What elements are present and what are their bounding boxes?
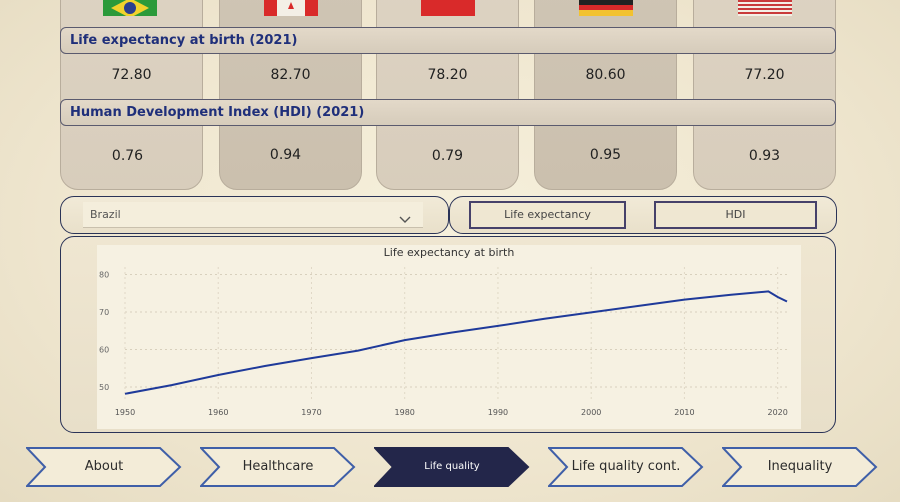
chart-title: Life expectancy at birth — [383, 246, 515, 259]
x-tick-label: 2000 — [581, 408, 601, 417]
y-tick-label: 60 — [99, 346, 109, 355]
nav-healthcare-label: Healthcare — [242, 459, 314, 474]
nav-inequality-label: Inequality — [767, 459, 833, 474]
hdi-value-brazil: 0.76 — [111, 148, 144, 164]
country-slicer-panel: Brazil — [60, 196, 449, 234]
country-dropdown[interactable]: Brazil — [83, 202, 423, 228]
nav-life-quality-cont-label: Life quality cont. — [571, 459, 681, 474]
life-expectancy-value-brazil: 72.80 — [111, 67, 152, 83]
metric-toggle-panel: Life expectancy HDI — [449, 196, 837, 234]
x-tick-label: 1950 — [115, 408, 135, 417]
chevron-arrow-icon — [722, 447, 878, 487]
x-tick-label: 1990 — [488, 408, 508, 417]
life-expectancy-value-united-states: 77.20 — [744, 67, 785, 83]
germany-flag-icon — [579, 0, 633, 16]
life-expectancy-value-canada: 82.70 — [270, 67, 311, 83]
united-states-flag-icon — [738, 0, 792, 16]
china-flag-icon — [421, 0, 475, 16]
chart-svg: 50 60 70 80 1950 1960 1970 1980 1990 2000 2010 2020 — [99, 267, 788, 417]
chevron-down-icon[interactable] — [399, 209, 411, 228]
life-expectancy-chart: Life expectancy at birth 50 60 70 80 1950 196… — [97, 245, 801, 429]
chevron-arrow-icon — [200, 447, 356, 487]
y-tick-label: 80 — [99, 271, 109, 280]
y-tick-label: 50 — [99, 383, 109, 392]
brazil-flag-icon — [103, 0, 157, 16]
canada-flag-icon — [264, 0, 318, 16]
x-tick-label: 2020 — [767, 408, 787, 417]
chevron-arrow-icon — [548, 447, 704, 487]
hdi-toggle-button[interactable]: HDI — [654, 201, 817, 229]
x-tick-label: 1960 — [208, 408, 228, 417]
nav-life-quality-cont[interactable]: Life quality cont. — [548, 447, 704, 487]
hdi-value-germany: 0.95 — [589, 147, 622, 163]
nav-life-quality[interactable]: Life quality — [374, 447, 530, 487]
nav-about[interactable]: About — [26, 447, 182, 487]
nav-life-quality-label: Life quality — [424, 461, 480, 472]
chevron-arrow-icon — [374, 447, 530, 487]
nav-about-label: About — [84, 459, 124, 474]
life-expectancy-value-china: 78.20 — [427, 67, 468, 83]
x-tick-label: 2010 — [674, 408, 694, 417]
x-tick-label: 1980 — [395, 408, 415, 417]
x-tick-label: 1970 — [301, 408, 321, 417]
series-line-0 — [124, 290, 788, 395]
country-dropdown-value: Brazil — [90, 208, 121, 221]
life-expectancy-header: Life expectancy at birth (2021) — [60, 27, 836, 54]
life-expectancy-toggle-button[interactable]: Life expectancy — [469, 201, 626, 229]
hdi-value-united-states: 0.93 — [748, 148, 781, 164]
chevron-arrow-icon — [26, 447, 182, 487]
hdi-value-canada: 0.94 — [269, 147, 302, 163]
nav-healthcare[interactable]: Healthcare — [200, 447, 356, 487]
life-expectancy-chart-panel: Life expectancy at birth 50 60 70 80 1950 196… — [60, 236, 836, 433]
nav-inequality[interactable]: Inequality — [722, 447, 878, 487]
y-tick-label: 70 — [99, 308, 109, 317]
life-expectancy-value-germany: 80.60 — [585, 67, 626, 83]
hdi-header: Human Development Index (HDI) (2021) — [60, 99, 836, 126]
hdi-value-china: 0.79 — [431, 148, 464, 164]
